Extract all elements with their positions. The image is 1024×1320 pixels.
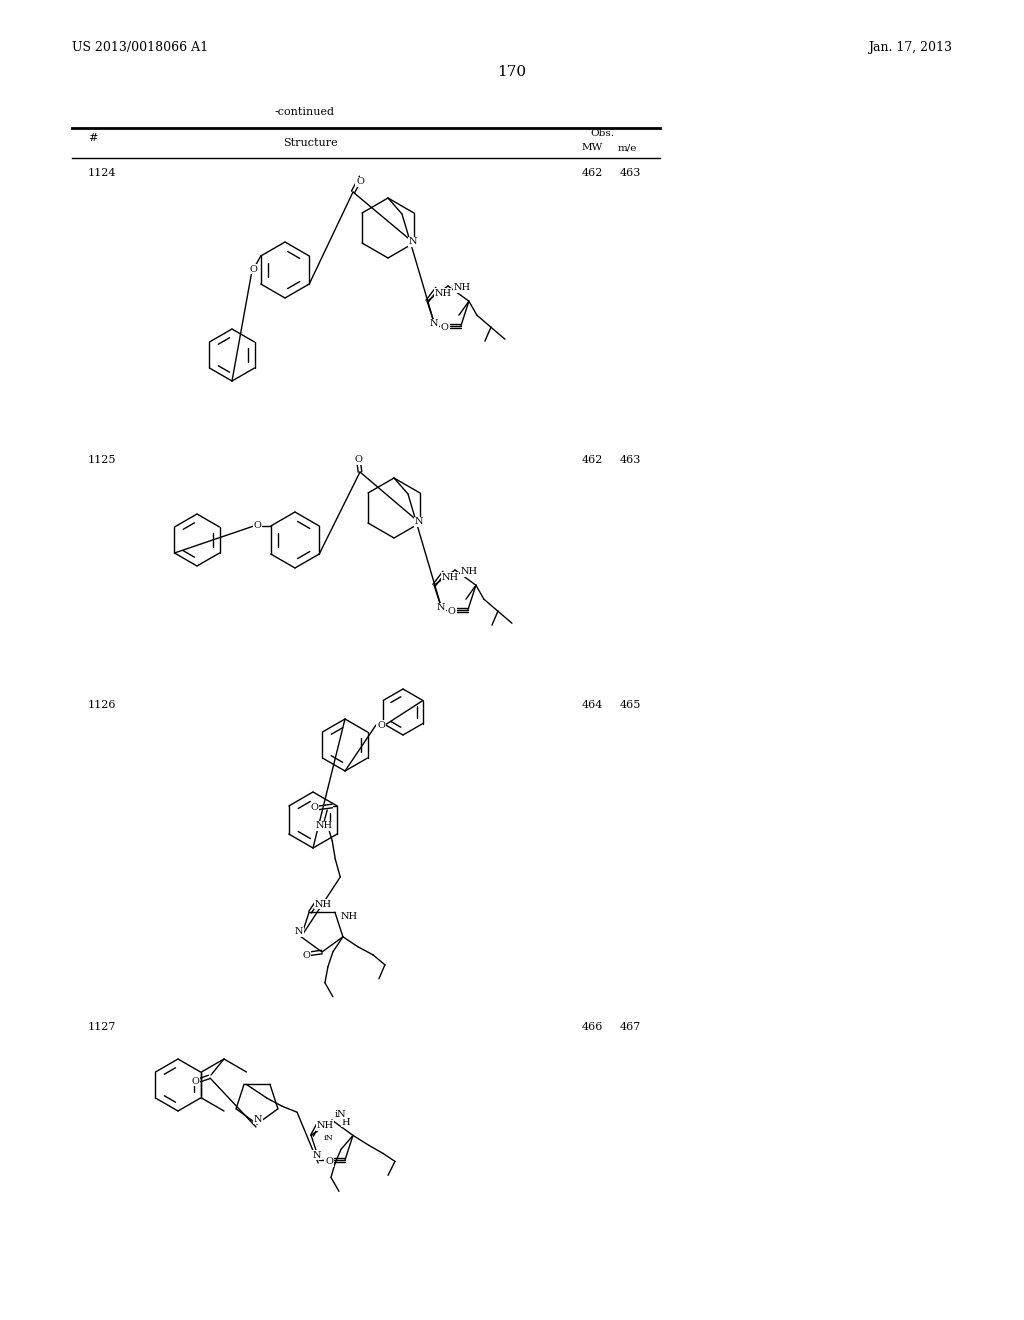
Text: 462: 462 [582,168,603,178]
Text: N: N [295,927,303,936]
Text: O: O [310,804,318,813]
Text: O: O [302,952,310,961]
Text: O: O [191,1077,199,1085]
Text: 1125: 1125 [88,455,117,465]
Text: O: O [325,1158,333,1167]
Text: NH: NH [314,900,332,908]
Text: N: N [313,1151,322,1159]
Text: NH: NH [315,821,333,830]
Text: 467: 467 [620,1022,641,1032]
Text: NH: NH [441,573,459,582]
Text: 463: 463 [620,168,641,178]
Text: m/e: m/e [618,144,637,153]
Text: N: N [409,238,417,247]
Text: O: O [250,264,258,273]
Text: Obs.: Obs. [590,128,614,137]
Text: NH: NH [340,912,357,921]
Text: 464: 464 [582,700,603,710]
Text: NH: NH [454,284,471,293]
Text: MW: MW [582,144,603,153]
Text: US 2013/0018066 A1: US 2013/0018066 A1 [72,41,208,54]
Text: O: O [447,607,456,616]
Text: Structure: Structure [283,139,337,148]
Text: iN: iN [334,1110,346,1119]
Text: 170: 170 [498,65,526,79]
Text: O: O [254,521,262,531]
Text: NH: NH [434,289,452,298]
Text: O: O [356,177,364,186]
Text: 463: 463 [620,455,641,465]
Text: -continued: -continued [275,107,335,117]
Text: O: O [377,721,385,730]
Text: N: N [415,517,423,527]
Text: 1127: 1127 [88,1022,117,1032]
Text: NH: NH [461,568,477,577]
Text: O: O [441,323,449,333]
Text: Jan. 17, 2013: Jan. 17, 2013 [868,41,952,54]
Text: O: O [354,455,361,465]
Text: H: H [342,1118,350,1127]
Text: 1126: 1126 [88,700,117,710]
Text: #: # [88,133,97,143]
Text: 465: 465 [620,700,641,710]
Text: iN: iN [325,1134,334,1142]
Text: 1124: 1124 [88,168,117,178]
Text: 462: 462 [582,455,603,465]
Text: N: N [254,1114,262,1123]
Text: N: N [430,319,438,329]
Text: N: N [437,603,445,612]
Text: NH: NH [316,1121,334,1130]
Text: 466: 466 [582,1022,603,1032]
